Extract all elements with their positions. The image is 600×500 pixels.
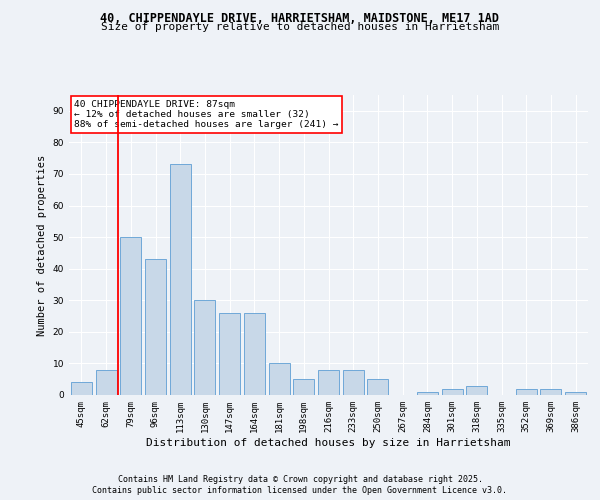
Bar bbox=[120, 237, 141, 395]
Y-axis label: Number of detached properties: Number of detached properties bbox=[37, 154, 47, 336]
Bar bbox=[367, 379, 388, 395]
Bar bbox=[95, 370, 116, 395]
Bar bbox=[516, 388, 537, 395]
Bar bbox=[318, 370, 339, 395]
Bar bbox=[442, 388, 463, 395]
Bar bbox=[269, 364, 290, 395]
Bar bbox=[466, 386, 487, 395]
Bar bbox=[71, 382, 92, 395]
Text: 40, CHIPPENDAYLE DRIVE, HARRIETSHAM, MAIDSTONE, ME17 1AD: 40, CHIPPENDAYLE DRIVE, HARRIETSHAM, MAI… bbox=[101, 12, 499, 26]
Bar bbox=[219, 313, 240, 395]
Bar bbox=[145, 259, 166, 395]
Text: Contains HM Land Registry data © Crown copyright and database right 2025.: Contains HM Land Registry data © Crown c… bbox=[118, 475, 482, 484]
Bar bbox=[244, 313, 265, 395]
Bar bbox=[565, 392, 586, 395]
Bar bbox=[417, 392, 438, 395]
X-axis label: Distribution of detached houses by size in Harrietsham: Distribution of detached houses by size … bbox=[146, 438, 511, 448]
Bar bbox=[293, 379, 314, 395]
Bar bbox=[343, 370, 364, 395]
Bar bbox=[541, 388, 562, 395]
Bar bbox=[170, 164, 191, 395]
Bar bbox=[194, 300, 215, 395]
Text: Contains public sector information licensed under the Open Government Licence v3: Contains public sector information licen… bbox=[92, 486, 508, 495]
Text: 40 CHIPPENDAYLE DRIVE: 87sqm
← 12% of detached houses are smaller (32)
88% of se: 40 CHIPPENDAYLE DRIVE: 87sqm ← 12% of de… bbox=[74, 100, 338, 130]
Text: Size of property relative to detached houses in Harrietsham: Size of property relative to detached ho… bbox=[101, 22, 499, 32]
